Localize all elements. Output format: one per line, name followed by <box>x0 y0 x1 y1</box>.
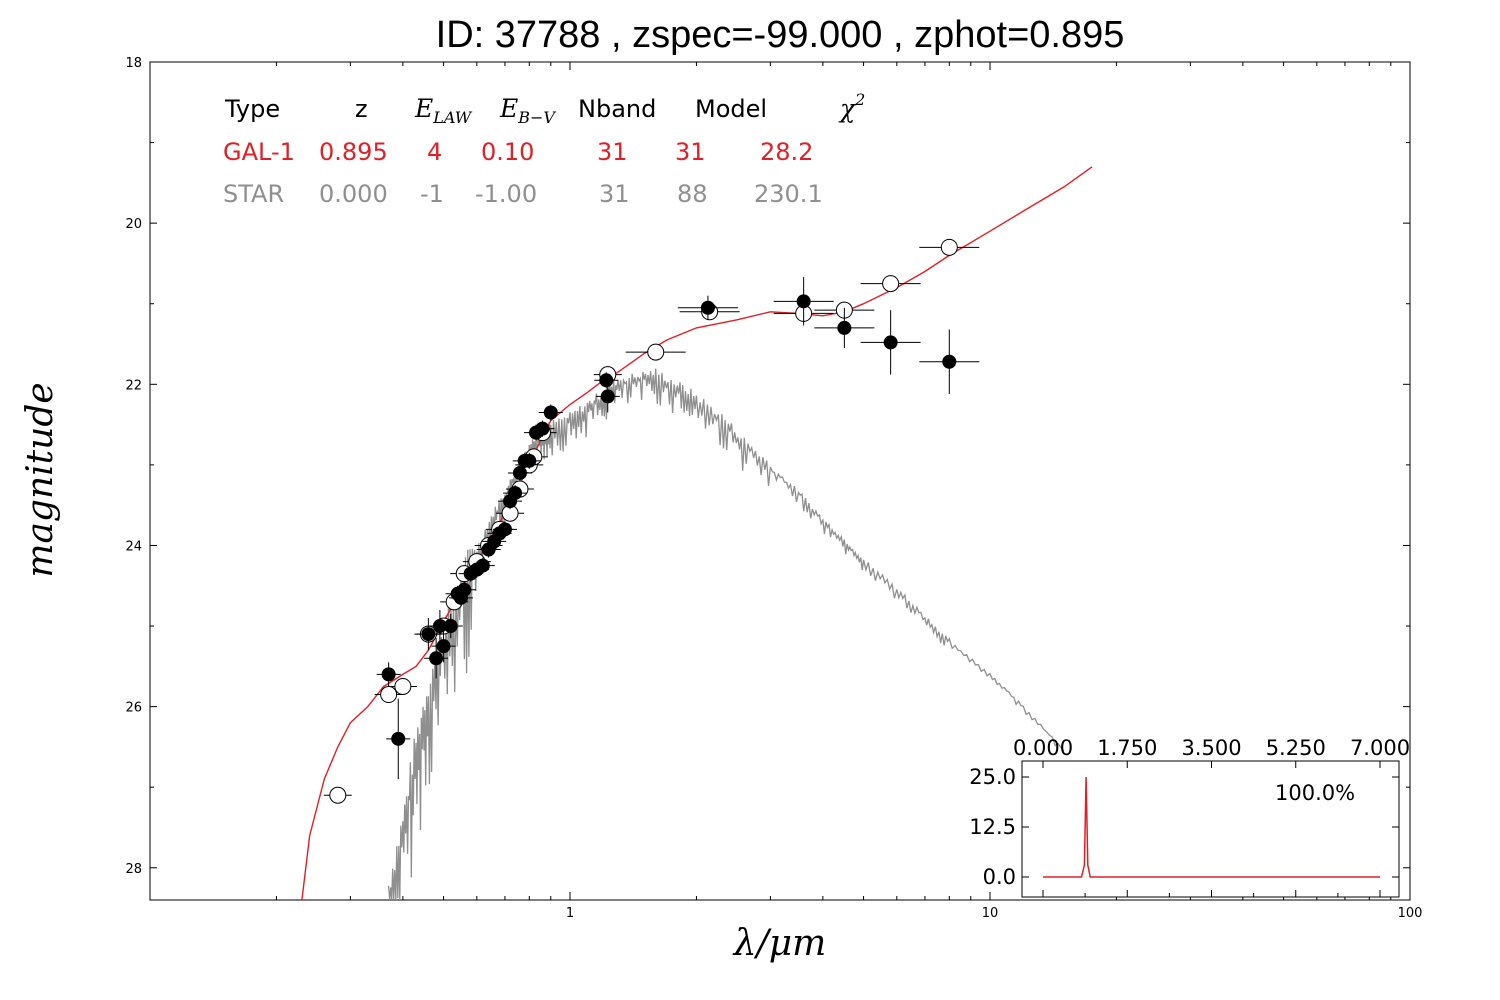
star-sed-line <box>387 368 1065 901</box>
photometry-points <box>323 238 980 804</box>
observed-point <box>535 421 550 436</box>
inset-x-tick-label: 0.000 <box>1013 736 1073 760</box>
inset-pdf-line <box>1043 776 1380 878</box>
gal-nband: 31 <box>597 138 628 166</box>
observed-point <box>391 731 406 746</box>
y-tick-label: 28 <box>125 862 142 877</box>
table-header-nband: Nband <box>578 95 656 123</box>
observed-point <box>600 389 615 404</box>
model-point <box>940 238 958 256</box>
observed-point <box>436 639 451 654</box>
observed-point <box>700 300 715 315</box>
observed-point <box>942 354 957 369</box>
observed-point <box>381 667 396 682</box>
observed-point <box>599 373 614 388</box>
inset-y-tick-label: 25.0 <box>969 765 1016 789</box>
gal-ebv: 0.10 <box>481 138 534 166</box>
star-chi2: 230.1 <box>754 180 823 208</box>
gal-elaw: 4 <box>427 138 442 166</box>
star-nband: 31 <box>599 180 630 208</box>
star-elaw: -1 <box>420 180 444 208</box>
model-point <box>394 677 412 695</box>
x-axis-label: λ/μm <box>732 923 826 964</box>
model-point <box>882 275 900 293</box>
table-header-chi2: χ2 <box>838 90 865 123</box>
x-tick-label: 100 <box>1398 906 1423 921</box>
y-axis-label: magnitude <box>20 382 61 577</box>
y-tick-label: 18 <box>125 56 142 71</box>
inset-pdf: 0.000 1.750 3.500 5.250 7.000 25.0 12.5 0.0 100… <box>969 736 1410 898</box>
inset-frame <box>1021 760 1400 898</box>
observed-point <box>475 558 490 573</box>
plot-frame <box>149 61 1411 901</box>
observed-point <box>543 405 558 420</box>
chart-title: ID: 37788 , zspec=-99.000 , zphot=0.895 <box>435 14 1125 56</box>
y-tick-label: 20 <box>125 217 142 232</box>
observed-point <box>512 465 527 480</box>
gal-model: 31 <box>675 138 706 166</box>
y-tick-label: 22 <box>125 378 142 393</box>
observed-point <box>443 619 458 634</box>
observed-point <box>421 627 436 642</box>
gal-chi2: 28.2 <box>760 138 813 166</box>
observed-point <box>837 320 852 335</box>
star-type: STAR <box>223 180 284 208</box>
main-axis-ticks: 18 20 22 24 26 28 1 10 100 <box>125 56 1422 921</box>
table-header-type: Type <box>224 95 280 123</box>
fit-table: Type z ELAW EB−V Nband Model χ2 GAL-1 0.… <box>223 90 865 208</box>
inset-x-tick-label: 1.750 <box>1097 736 1157 760</box>
inset-x-tick-label: 3.500 <box>1181 736 1241 760</box>
model-point <box>647 343 665 361</box>
star-model: 88 <box>677 180 708 208</box>
inset-annotation: 100.0% <box>1275 781 1355 805</box>
galaxy-sed-line <box>301 166 1093 901</box>
star-ebv: -1.00 <box>475 180 537 208</box>
table-header-elaw: ELAW <box>414 94 473 127</box>
observed-point <box>457 582 472 597</box>
model-point <box>329 786 347 804</box>
sed-curves <box>301 166 1093 901</box>
x-tick-label: 1 <box>566 906 574 921</box>
y-tick-label: 24 <box>125 539 142 554</box>
observed-point <box>508 486 523 501</box>
inset-y-tick-label: 0.0 <box>983 865 1016 889</box>
observed-point <box>497 522 512 537</box>
inset-x-tick-label: 7.000 <box>1350 736 1410 760</box>
observed-point <box>883 335 898 350</box>
observed-point <box>429 651 444 666</box>
table-header-z: z <box>355 95 368 123</box>
gal-type: GAL-1 <box>223 138 295 166</box>
observed-point <box>522 453 537 468</box>
x-tick-label: 10 <box>982 906 999 921</box>
star-z: 0.000 <box>319 180 388 208</box>
gal-z: 0.895 <box>319 138 388 166</box>
inset-ticks: 0.000 1.750 3.500 5.250 7.000 25.0 12.5 0.0 <box>969 736 1410 897</box>
table-header-model: Model <box>695 95 767 123</box>
inset-x-tick-label: 5.250 <box>1266 736 1326 760</box>
model-point <box>380 686 398 704</box>
observed-point <box>796 294 811 309</box>
table-header-ebv: EB−V <box>499 94 556 127</box>
inset-y-tick-label: 12.5 <box>969 815 1016 839</box>
y-tick-label: 26 <box>125 701 142 716</box>
